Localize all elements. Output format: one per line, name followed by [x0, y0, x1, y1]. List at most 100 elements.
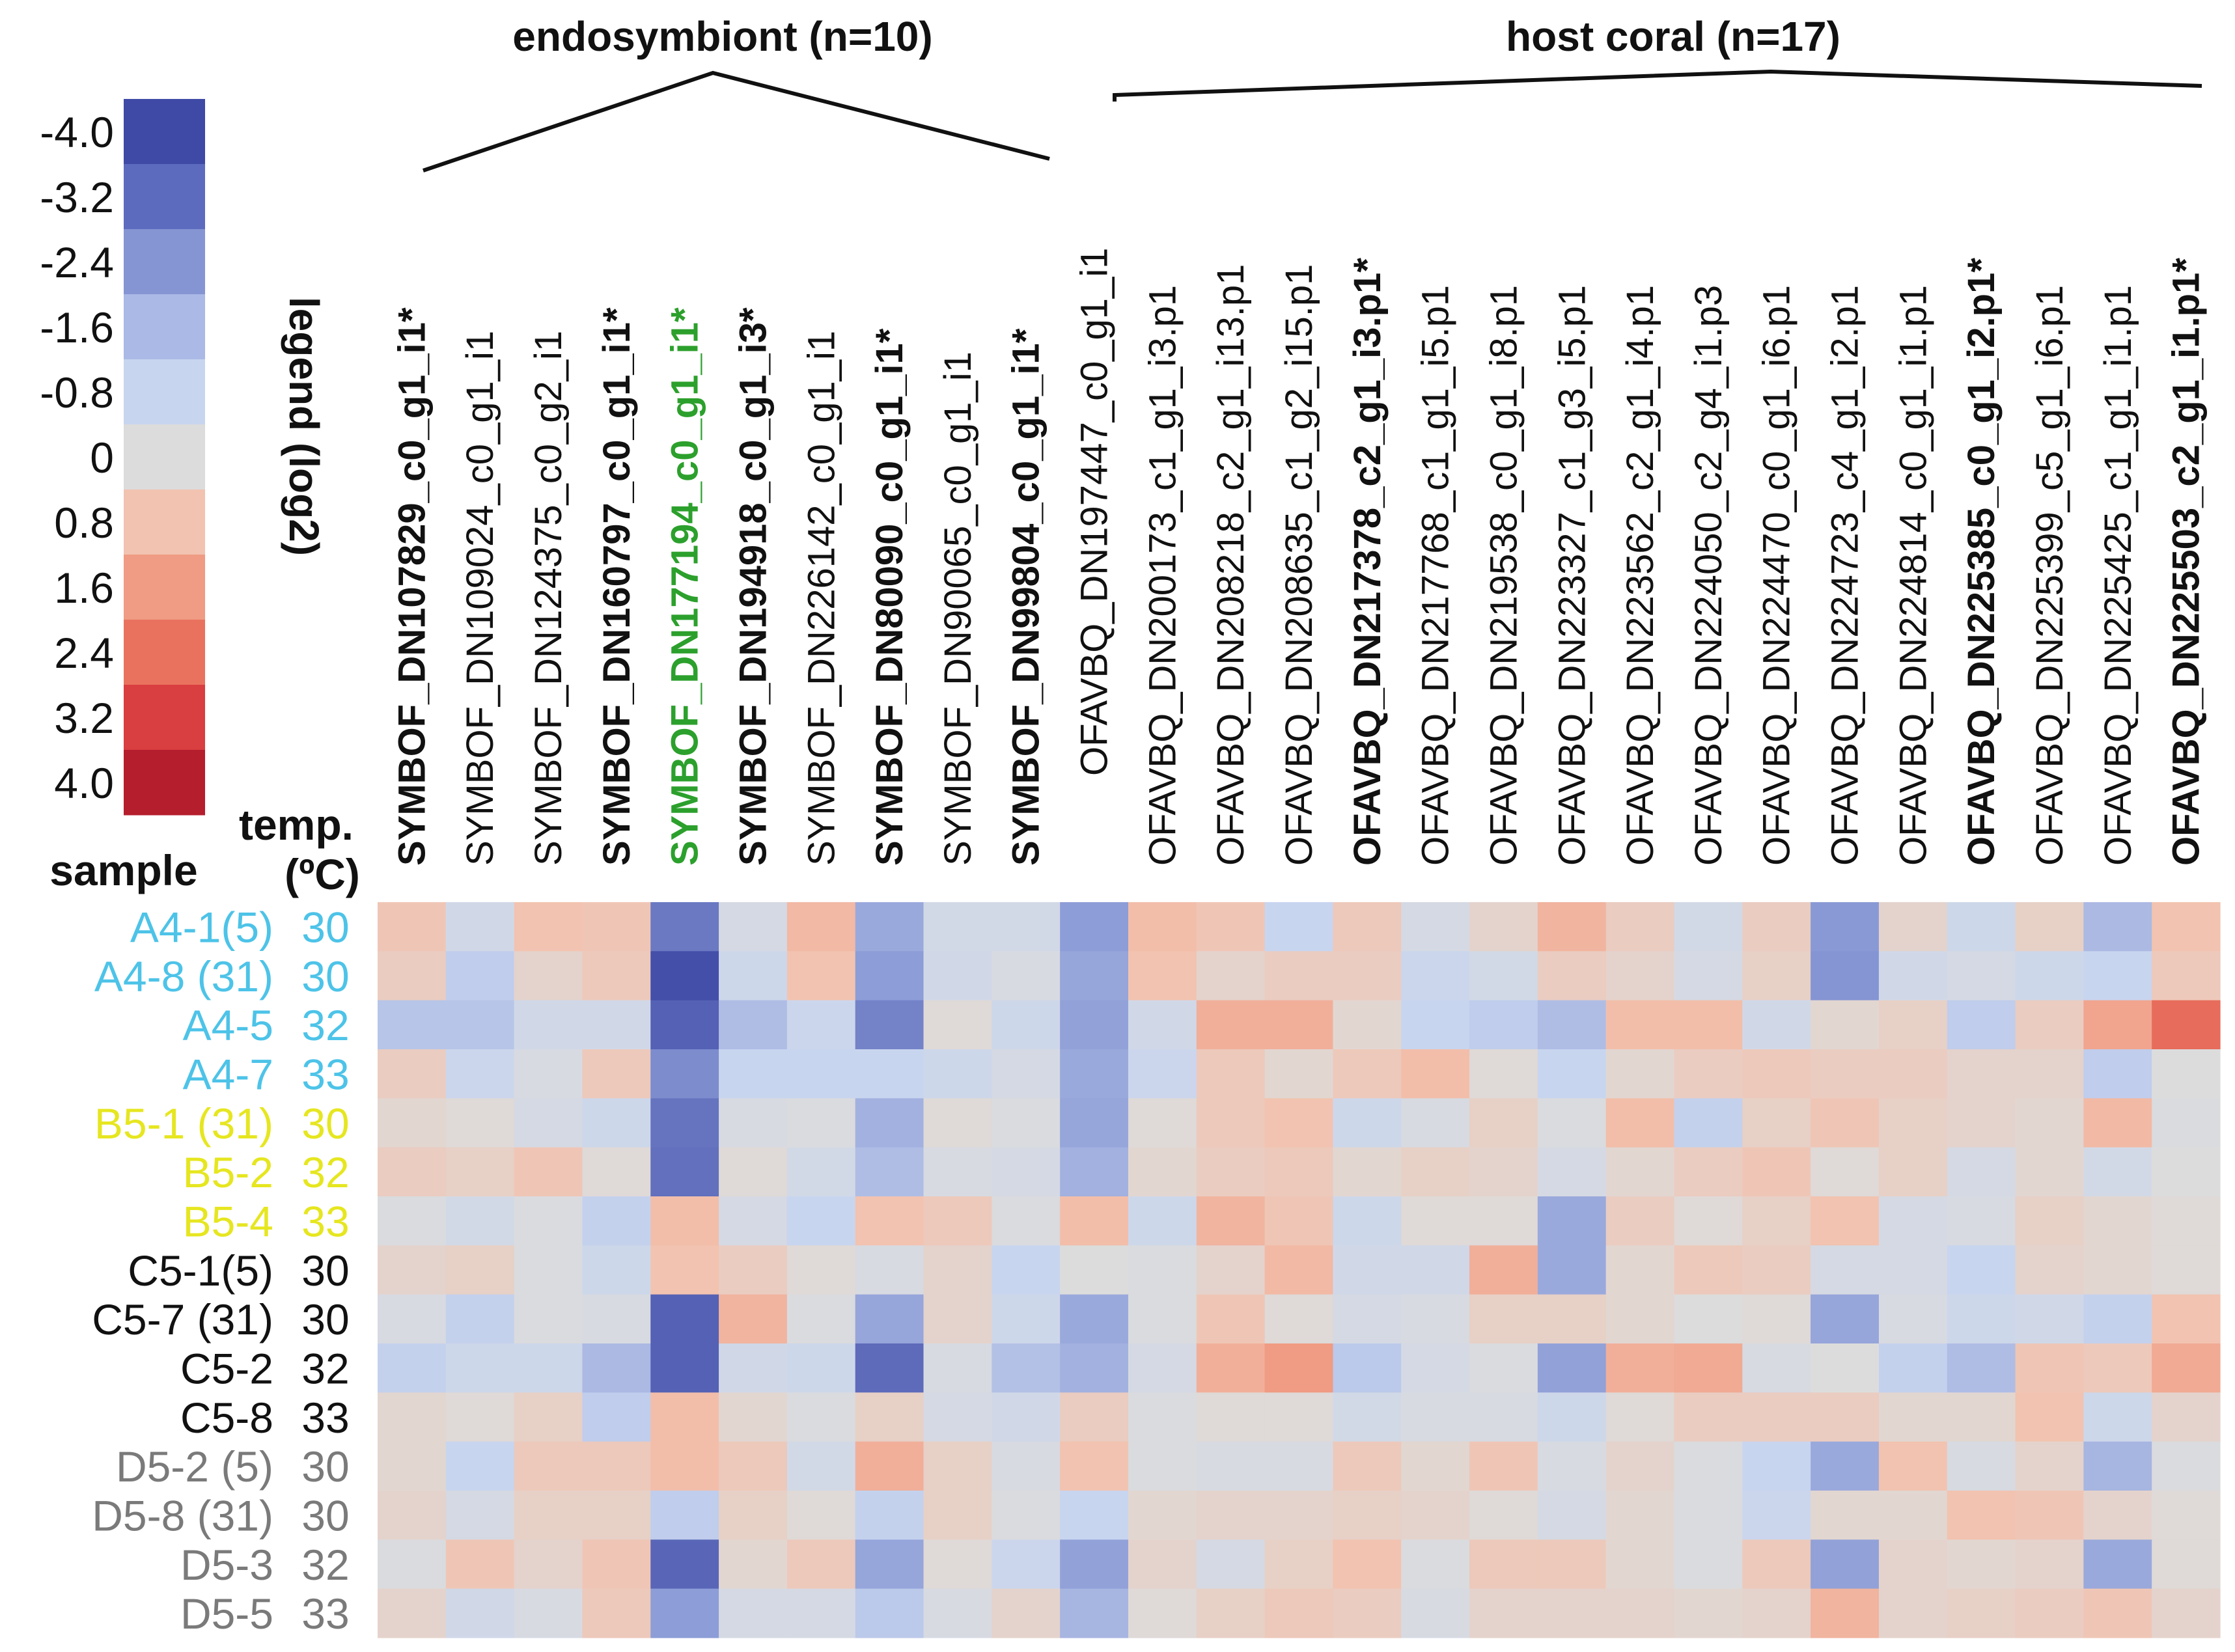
heatmap-cell	[855, 902, 924, 952]
heatmap-cell	[2015, 1392, 2084, 1442]
heatmap-cell	[992, 1441, 1061, 1491]
heatmap-cell	[1947, 1343, 2016, 1393]
heatmap-cell	[1878, 1147, 1948, 1197]
heatmap-cell	[786, 1245, 856, 1295]
column-label: OFAVBQ_DN200173_c1_g1_i3.p1	[1141, 285, 1184, 866]
heatmap-cell	[378, 1245, 447, 1295]
heatmap-cell	[378, 1539, 447, 1590]
row-sample-label: B5-4	[183, 1197, 273, 1245]
heatmap-cell	[445, 1294, 515, 1344]
heatmap-cell	[2152, 1343, 2221, 1393]
row-temp-label: 33	[301, 1394, 349, 1442]
heatmap-cell	[582, 1539, 651, 1590]
row-temp-label: 30	[301, 903, 349, 951]
heatmap-cell	[923, 1343, 992, 1393]
row-temp-label: 32	[301, 1001, 349, 1049]
heatmap-cell	[923, 1491, 992, 1540]
heatmap-cell	[1469, 1588, 1538, 1638]
heatmap-cell	[1742, 1491, 1811, 1540]
heatmap-cell	[2083, 1343, 2152, 1393]
legend-tick-label: 1.6	[54, 564, 114, 612]
heatmap-cell	[1674, 1245, 1743, 1295]
heatmap-cell	[1333, 1392, 1402, 1442]
heatmap-cell	[1674, 951, 1743, 1001]
heatmap-cell	[1196, 1539, 1266, 1590]
heatmap-cell	[719, 1098, 788, 1148]
heatmap-cell	[1264, 1588, 1333, 1638]
legend-swatch	[124, 424, 205, 490]
heatmap-cell	[2152, 1049, 2221, 1099]
heatmap-cell	[378, 1343, 447, 1393]
heatmap-cell	[650, 1588, 719, 1638]
heatmap-cell	[1811, 1049, 1880, 1099]
heatmap-cell	[855, 951, 924, 1001]
heatmap-cell	[1674, 1588, 1743, 1638]
heatmap-cell	[1060, 1147, 1129, 1197]
row-temp-label: 33	[301, 1590, 349, 1638]
heatmap-cell	[582, 1049, 651, 1099]
heatmap-cell	[1674, 1000, 1743, 1050]
heatmap-cell	[1811, 1441, 1880, 1491]
heatmap-cell	[514, 1539, 583, 1590]
column-label: OFAVBQ_DN224814_c0_g1_i1.p1	[1892, 285, 1934, 866]
heatmap-cell	[1811, 1392, 1880, 1442]
legend-swatch	[124, 359, 205, 425]
heatmap-cell	[992, 1049, 1061, 1099]
row-sample-label: C5-2	[180, 1344, 273, 1392]
heatmap-cell	[1264, 1245, 1333, 1295]
legend-tick-label: -3.2	[40, 173, 114, 221]
heatmap-cell	[923, 1049, 992, 1099]
group-headers: endosymbiont (n=10) host coral (n=17)	[423, 13, 2202, 172]
heatmap-cell	[1401, 1000, 1470, 1050]
heatmap-cell	[378, 1441, 447, 1491]
heatmap-cell	[650, 1491, 719, 1540]
heatmap-cell	[923, 951, 992, 1001]
heatmap-cell	[1947, 1491, 2016, 1540]
heatmap-cell	[1060, 1441, 1129, 1491]
heatmap-cell	[2015, 1196, 2084, 1246]
heatmap-cell	[1060, 1491, 1129, 1540]
heatmap-cell	[2083, 1147, 2152, 1197]
heatmap-cell	[1537, 1588, 1607, 1638]
heatmap-cell	[1469, 1343, 1538, 1393]
legend-tick-label: -1.6	[40, 303, 114, 351]
heatmap-cell	[786, 1049, 856, 1099]
heatmap-cell	[1060, 951, 1129, 1001]
heatmap-cell	[1742, 1098, 1811, 1148]
heatmap-cell	[1333, 1000, 1402, 1050]
row-sample-label: B5-2	[183, 1148, 273, 1196]
heatmap-cell	[1537, 1441, 1607, 1491]
heatmap-cell	[923, 1294, 992, 1344]
heatmap-cell	[2152, 1196, 2221, 1246]
heatmap-cell	[1196, 1392, 1266, 1442]
heatmap-cell	[1128, 1539, 1197, 1590]
heatmap-cell	[1128, 1441, 1197, 1491]
heatmap-cell	[445, 1539, 515, 1590]
heatmap-cell	[1947, 1539, 2016, 1590]
heatmap-cell	[2152, 1441, 2221, 1491]
heatmap-cell	[1811, 1147, 1880, 1197]
column-label: OFAVBQ_DN224470_c0_g1_i6.p1	[1756, 285, 1798, 866]
heatmap-cell	[1060, 1343, 1129, 1393]
heatmap-cell	[2015, 951, 2084, 1001]
heatmap-cell	[1605, 951, 1675, 1001]
heatmap-cell	[1469, 951, 1538, 1001]
heatmap-cell	[1878, 1392, 1948, 1442]
heatmap-cell	[1264, 1000, 1333, 1050]
heatmap-cell	[923, 1392, 992, 1442]
heatmap-cell	[1128, 1196, 1197, 1246]
heatmap-cell	[719, 1049, 788, 1099]
heatmap-cell	[786, 902, 856, 952]
row-sample-label: B5-1 (31)	[94, 1099, 273, 1148]
legend-swatch	[124, 229, 205, 295]
heatmap-cell	[1811, 1491, 1880, 1540]
heatmap-cell	[650, 1000, 719, 1050]
heatmap-cell	[992, 1098, 1061, 1148]
group-label-host: host coral (n=17)	[1506, 13, 1840, 60]
heatmap-cell	[1605, 1196, 1675, 1246]
heatmap-cell	[1401, 1588, 1470, 1638]
row-temp-label: 33	[301, 1197, 349, 1245]
heatmap-cell	[2015, 1343, 2084, 1393]
heatmap-cell	[1469, 1000, 1538, 1050]
